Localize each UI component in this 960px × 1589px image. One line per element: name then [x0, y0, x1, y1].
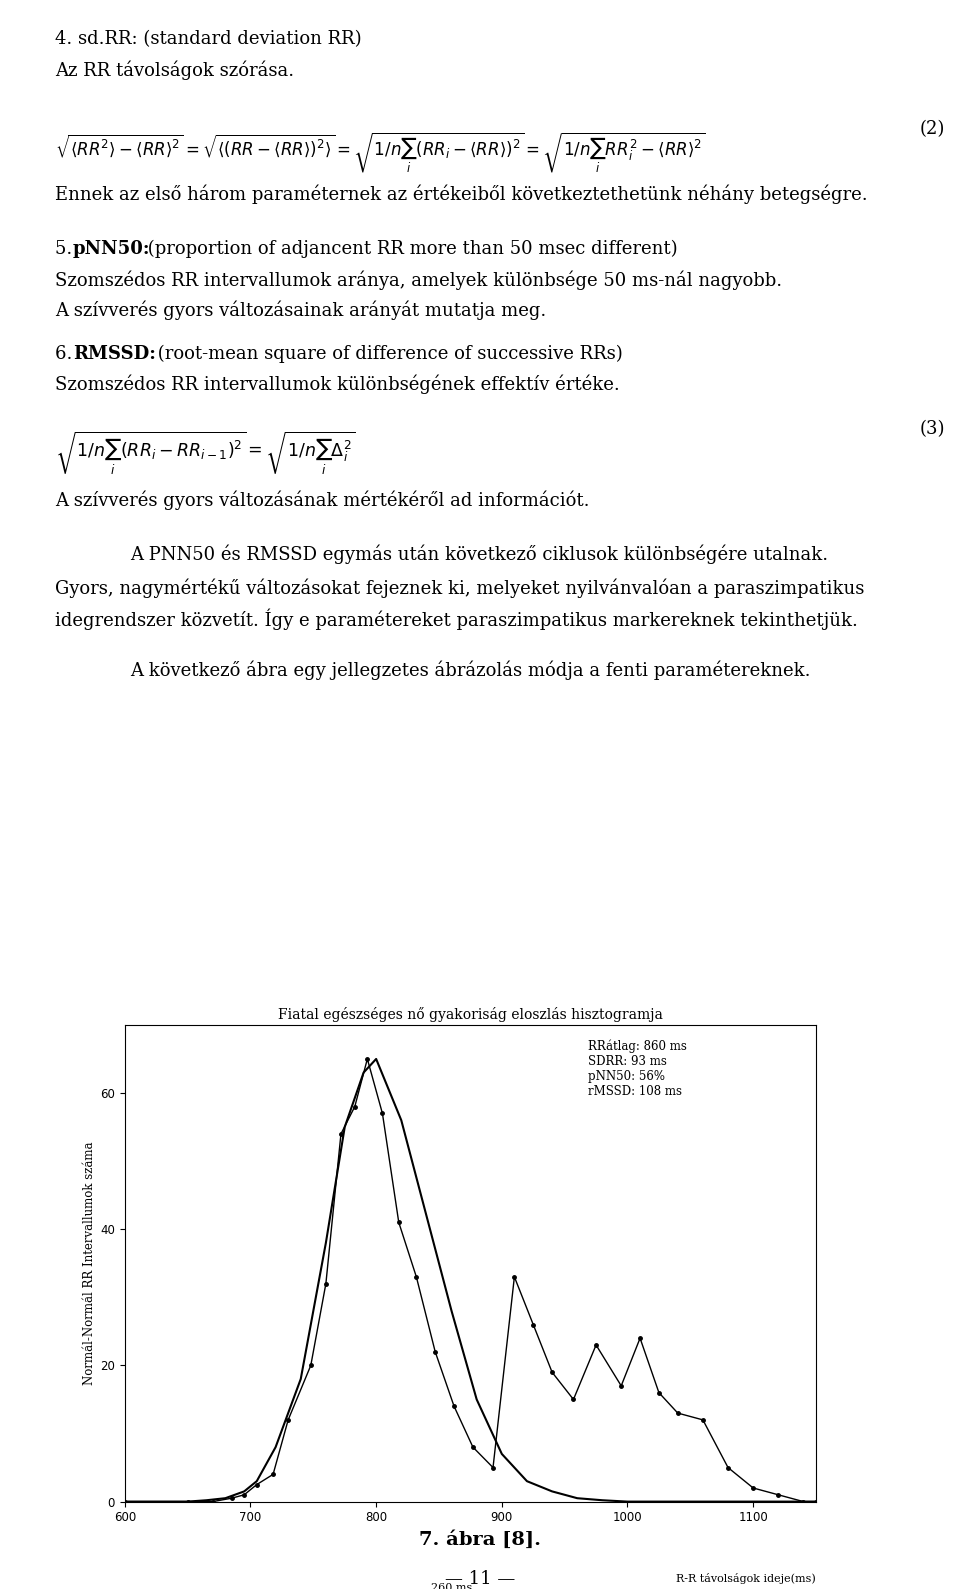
Title: Fiatal egészséges nő gyakoriság eloszlás hisztogramja: Fiatal egészséges nő gyakoriság eloszlás…: [278, 1007, 662, 1022]
Text: pNN50:: pNN50:: [73, 240, 151, 257]
Text: idegrendszer közvetít. Így e paramétereket paraszimpatikus markereknek tekinthet: idegrendszer közvetít. Így e paraméterek…: [55, 609, 858, 629]
Text: $\sqrt{\langle RR^2\rangle - \langle RR\rangle^2} = \sqrt{\langle(RR - \langle R: $\sqrt{\langle RR^2\rangle - \langle RR\…: [55, 130, 706, 175]
Text: (proportion of adjancent RR more than 50 msec different): (proportion of adjancent RR more than 50…: [142, 240, 678, 259]
Text: A szívverés gyors változásainak arányát mutatja meg.: A szívverés gyors változásainak arányát …: [55, 300, 546, 319]
Text: R-R távolságok ideje(ms): R-R távolságok ideje(ms): [676, 1573, 816, 1584]
Text: 4. sd.RR: (standard deviation RR): 4. sd.RR: (standard deviation RR): [55, 30, 362, 48]
Text: Ennek az első három paraméternek az értékeiből következtethetünk néhány betegség: Ennek az első három paraméternek az érté…: [55, 184, 868, 205]
Text: (root-mean square of difference of successive RRs): (root-mean square of difference of succe…: [152, 345, 623, 364]
Text: 6.: 6.: [55, 345, 78, 362]
Text: (3): (3): [920, 419, 946, 439]
Text: — 11 —: — 11 —: [444, 1570, 516, 1587]
Text: A PNN50 és RMSSD egymás után következő ciklusok különbségére utalnak.: A PNN50 és RMSSD egymás után következő c…: [130, 545, 828, 564]
Text: Szomszédos RR intervallumok aránya, amelyek különbsége 50 ms-nál nagyobb.: Szomszédos RR intervallumok aránya, amel…: [55, 270, 782, 289]
Text: 260 ms: 260 ms: [431, 1583, 472, 1589]
Y-axis label: Normál-Normál RR Intervallumok száma: Normál-Normál RR Intervallumok száma: [83, 1141, 96, 1386]
Text: Az RR távolságok szórása.: Az RR távolságok szórása.: [55, 60, 294, 79]
Text: 7. ábra [8].: 7. ábra [8].: [419, 1530, 541, 1549]
Text: RRátlag: 860 ms
SDRR: 93 ms
pNN50: 56%
rMSSD: 108 ms: RRátlag: 860 ms SDRR: 93 ms pNN50: 56% r…: [588, 1039, 686, 1098]
Text: 5.: 5.: [55, 240, 78, 257]
Text: Gyors, nagymértékű változásokat fejeznek ki, melyeket nyilvánvalóan a paraszimpa: Gyors, nagymértékű változásokat fejeznek…: [55, 578, 864, 597]
Text: A szívverés gyors változásának mértékéről ad információt.: A szívverés gyors változásának mértékérő…: [55, 489, 589, 510]
Text: RMSSD:: RMSSD:: [73, 345, 156, 362]
Text: A következő ábra egy jellegzetes ábrázolás módja a fenti paramétereknek.: A következő ábra egy jellegzetes ábrázol…: [130, 659, 810, 680]
Text: Szomszédos RR intervallumok különbségének effektív értéke.: Szomszédos RR intervallumok különbségéne…: [55, 375, 620, 394]
Text: (2): (2): [920, 121, 946, 138]
Text: $\sqrt{1/n\sum_i (RR_i - RR_{i-1})^2} = \sqrt{1/n\sum_i \Delta_i^2}$: $\sqrt{1/n\sum_i (RR_i - RR_{i-1})^2} = …: [55, 431, 355, 477]
